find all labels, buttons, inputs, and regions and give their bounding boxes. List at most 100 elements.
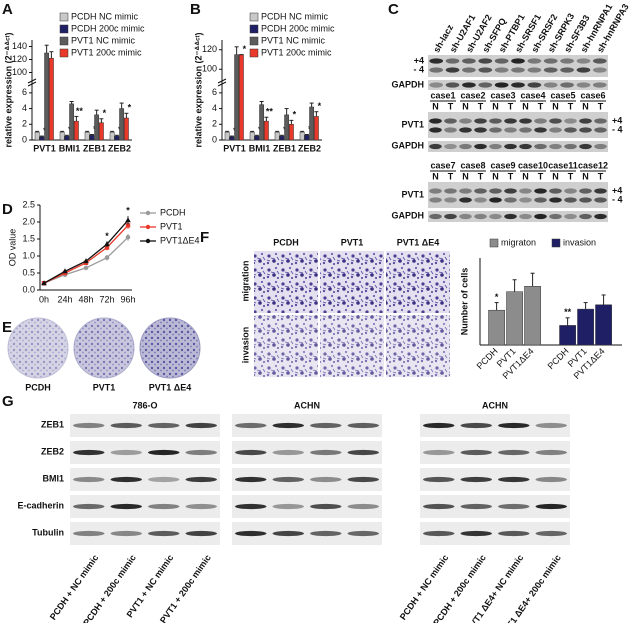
band	[478, 58, 493, 64]
band	[148, 422, 180, 429]
case-label: case5	[550, 90, 575, 100]
y-tick-label: 6	[212, 87, 217, 97]
band	[489, 197, 502, 203]
bar	[314, 116, 319, 141]
band	[535, 530, 567, 537]
band	[579, 143, 592, 150]
point	[104, 241, 110, 247]
band	[579, 127, 592, 133]
band	[564, 143, 577, 150]
band	[310, 503, 342, 510]
x-tick-label: ZEB1	[83, 143, 106, 153]
bar	[506, 291, 523, 346]
case-label: case7	[430, 160, 455, 170]
bar	[289, 124, 294, 141]
bar	[488, 309, 505, 346]
row-label: GAPDH	[391, 79, 424, 89]
band	[429, 213, 442, 220]
lane-label: N	[462, 171, 469, 181]
x-tick-label: PCDH	[475, 346, 500, 371]
case-label: case3	[490, 90, 515, 100]
bar	[89, 135, 95, 141]
band	[594, 127, 607, 133]
band	[460, 422, 492, 429]
band	[534, 197, 547, 203]
y-tick-label: 1.5	[22, 233, 35, 243]
band	[549, 188, 562, 194]
gel	[232, 468, 382, 491]
y-tick-label: 2	[212, 119, 217, 129]
y-axis-label: OD value	[7, 229, 17, 267]
band	[504, 118, 517, 124]
band	[235, 476, 267, 483]
bar	[577, 308, 594, 346]
gel	[428, 55, 608, 77]
significance-mark: *	[105, 231, 109, 241]
lane-label: N	[432, 101, 439, 111]
band	[504, 143, 517, 150]
band	[592, 58, 607, 64]
y-tick-label: 100	[202, 64, 217, 74]
band	[429, 127, 442, 133]
lane-label: N	[522, 101, 529, 111]
panel-label: F	[200, 229, 209, 246]
band	[511, 58, 525, 64]
band	[73, 422, 105, 429]
gel	[70, 414, 220, 437]
significance-mark: *	[318, 101, 322, 111]
lane-label: N	[552, 101, 559, 111]
case-label: case10	[518, 160, 548, 170]
x-tick-label: BMI1	[59, 143, 81, 153]
bar	[524, 286, 541, 346]
case-label: case9	[490, 160, 515, 170]
lane-label: T	[478, 171, 484, 181]
bar	[595, 304, 612, 346]
y-tick-label: 120	[202, 44, 217, 54]
significance-mark: *	[495, 292, 499, 302]
gel	[70, 441, 220, 464]
legend-label: invasion	[563, 237, 596, 247]
band	[594, 197, 607, 203]
band	[478, 82, 493, 88]
band	[347, 476, 379, 483]
y-tick-label: 120	[12, 54, 27, 64]
bar	[114, 135, 120, 141]
band	[534, 213, 547, 220]
micrograph	[254, 315, 318, 377]
gel	[420, 414, 570, 437]
lane-label: N	[522, 171, 529, 181]
column-label: PVT1 ΔE4	[397, 237, 440, 247]
band	[347, 503, 379, 510]
case-label: case6	[580, 90, 605, 100]
x-tick-label: 24h	[57, 294, 72, 304]
lane-label: T	[538, 101, 544, 111]
band	[594, 188, 607, 194]
band	[519, 118, 532, 124]
gel	[428, 211, 608, 222]
y-tick-label: 100	[12, 67, 27, 77]
band	[519, 127, 532, 133]
significance-mark: *	[243, 44, 247, 54]
band	[579, 197, 592, 203]
band	[511, 82, 525, 88]
case-label: case12	[578, 160, 608, 170]
x-tick-label: 48h	[78, 294, 93, 304]
band	[534, 127, 547, 133]
cell-line-label: ACHN	[294, 400, 320, 410]
gel	[420, 495, 570, 518]
band	[549, 197, 562, 203]
row-label: GAPDH	[391, 140, 424, 150]
row-label: migration	[240, 260, 250, 301]
bar	[559, 325, 576, 346]
band	[445, 58, 460, 64]
gel	[420, 468, 570, 491]
band	[504, 213, 517, 220]
plate-label: PVT1 ΔE4	[149, 382, 192, 392]
band	[459, 197, 472, 203]
legend-swatch	[249, 12, 259, 22]
band	[310, 476, 342, 483]
lane-label: T	[568, 171, 574, 181]
protein-label: Tubulin	[32, 527, 64, 537]
micrograph	[320, 251, 384, 313]
band	[148, 449, 180, 456]
